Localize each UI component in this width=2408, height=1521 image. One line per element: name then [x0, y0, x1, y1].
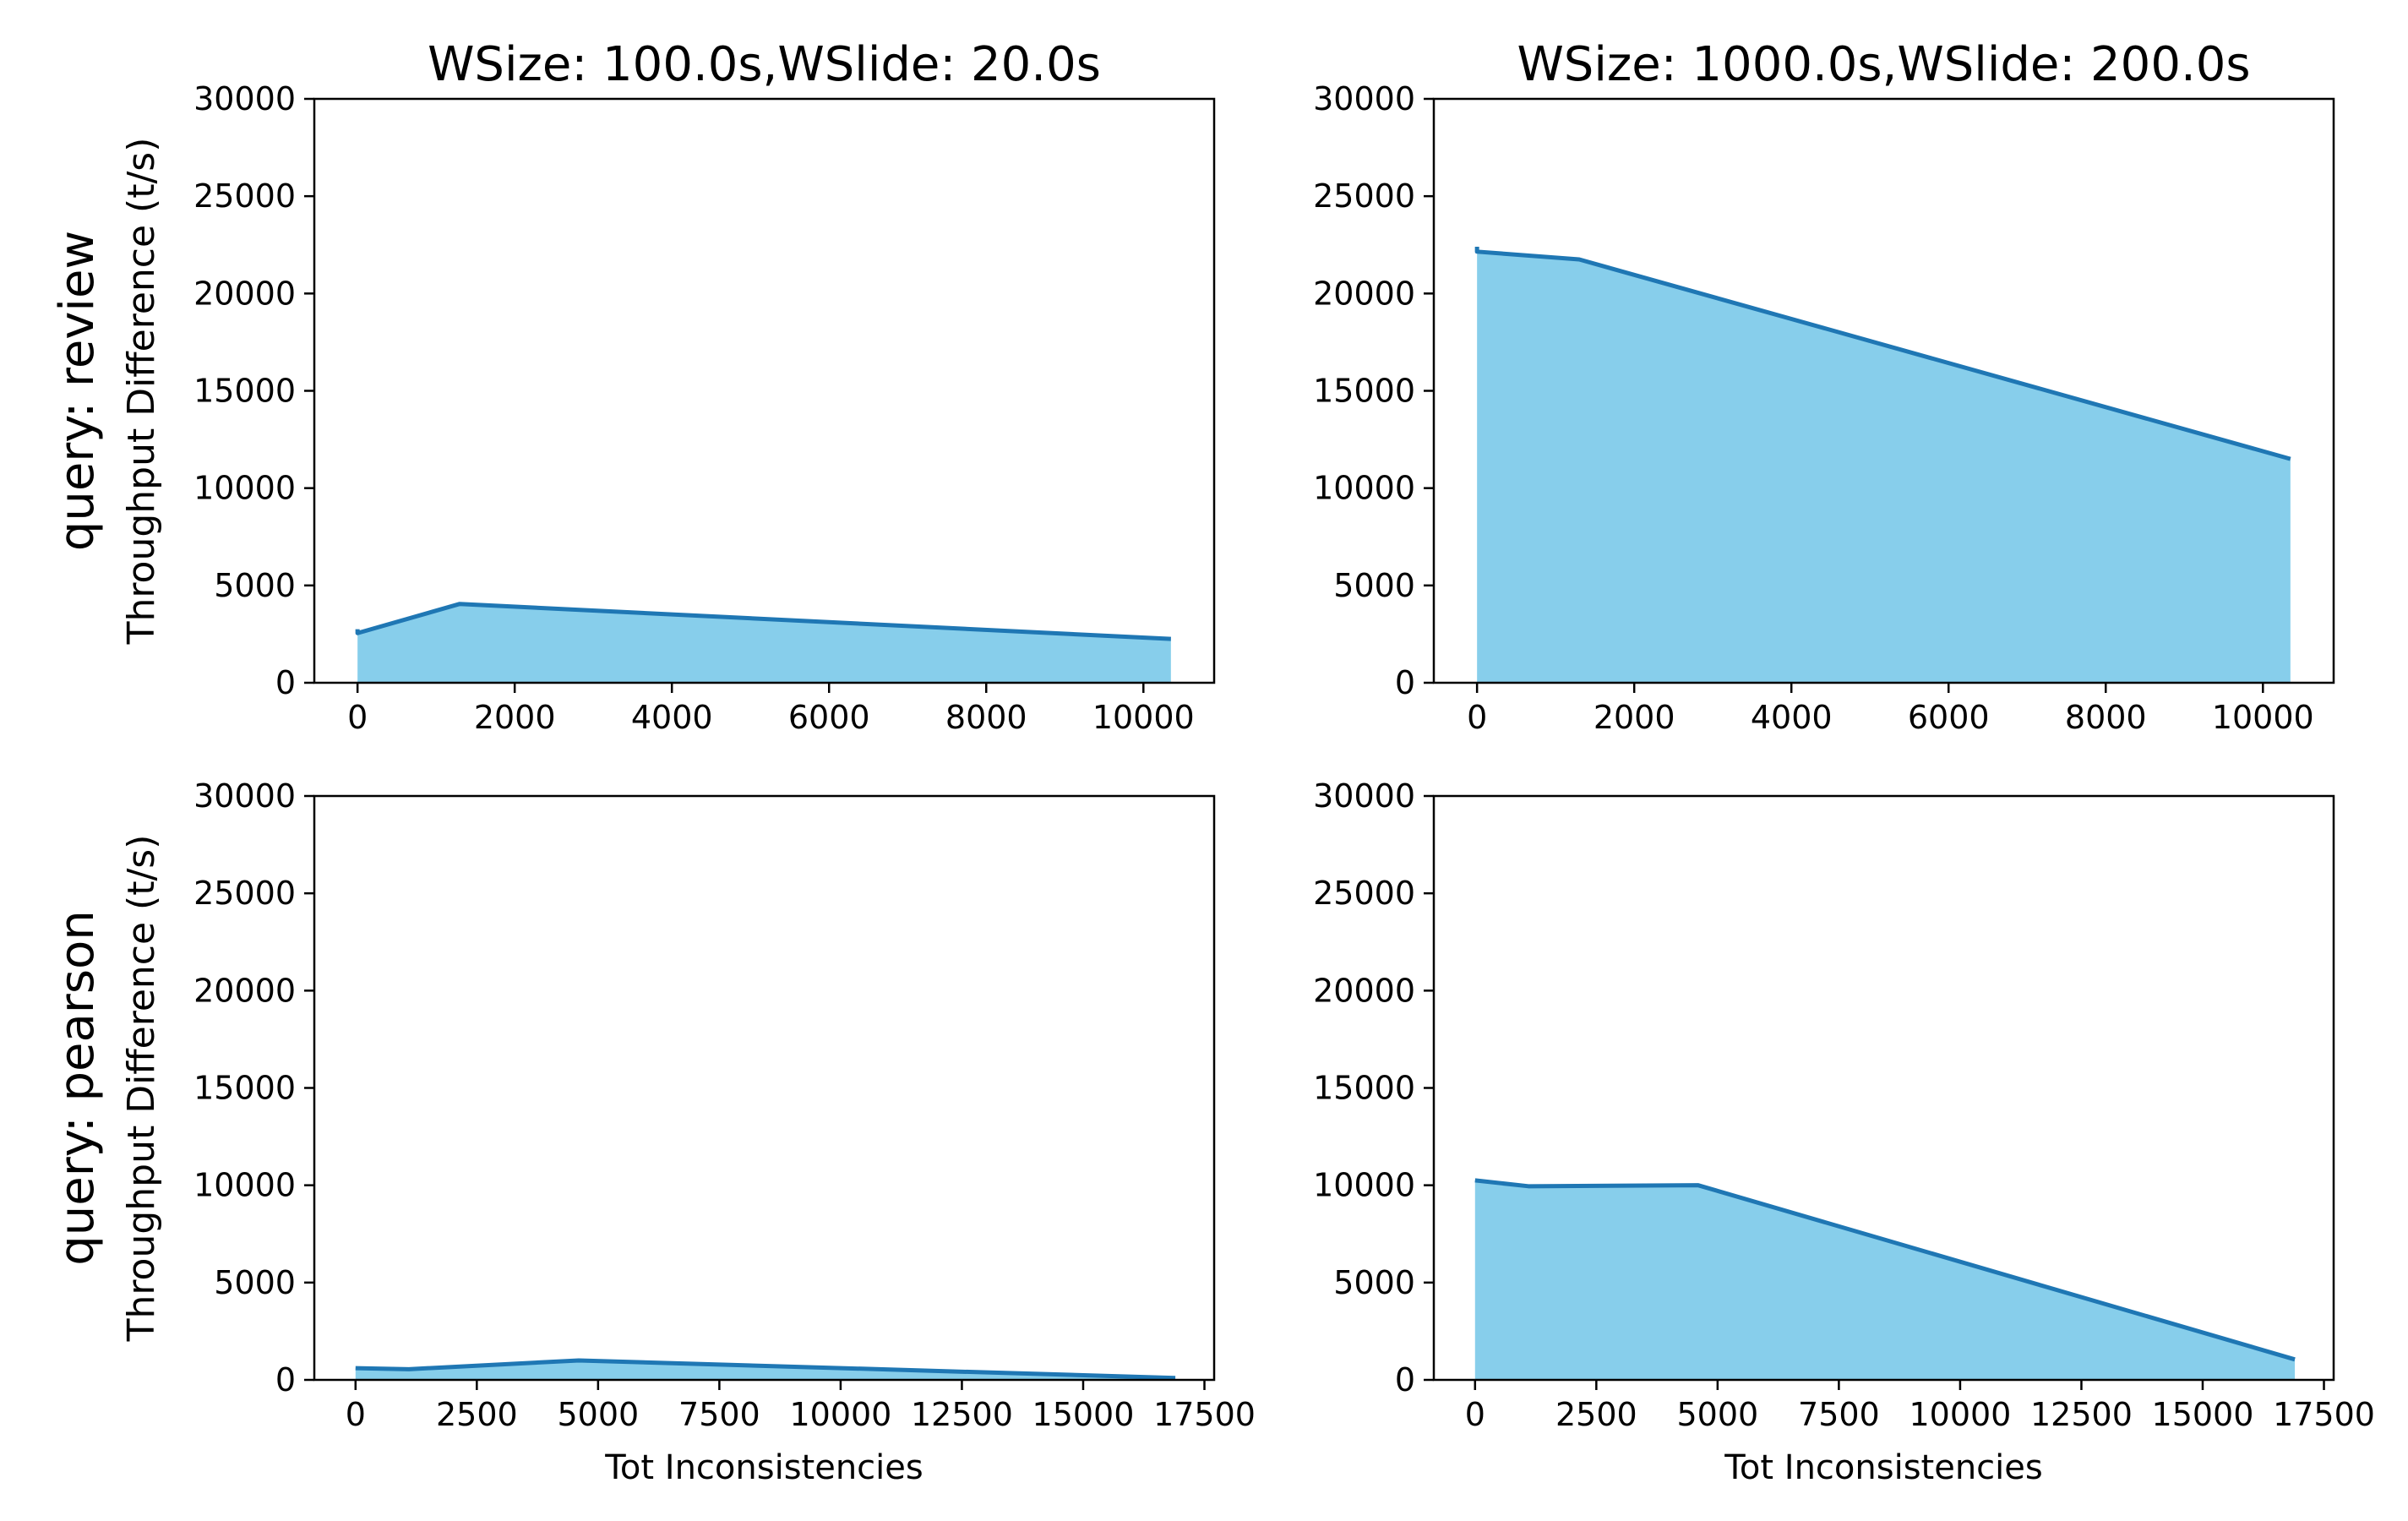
y-tick-label: 30000 — [193, 80, 296, 117]
x-tick-label: 6000 — [1908, 699, 1990, 736]
x-tick-label: 2000 — [474, 699, 556, 736]
y-tick-label: 15000 — [1313, 1070, 1415, 1107]
x-tick-label: 10000 — [789, 1396, 891, 1433]
y-tick-label: 5000 — [1333, 1264, 1415, 1301]
x-tick-label: 15000 — [2152, 1396, 2254, 1433]
area-fill — [355, 1360, 1176, 1380]
subplot-3: 0 5000 10000 15000 20000 25000 30000 0 2500 5000 7… — [50, 777, 1256, 1487]
y-tick-label: 5000 — [214, 1264, 296, 1301]
x-tick-label: 0 — [346, 1396, 366, 1433]
y-tick-label: 20000 — [193, 275, 296, 312]
area-fill — [357, 603, 1171, 683]
x-tick-label: 7500 — [678, 1396, 760, 1433]
y-tick-label: 10000 — [193, 1167, 296, 1204]
x-axis-label: Tot Inconsistencies — [604, 1448, 923, 1487]
x-tick-label: 2500 — [436, 1396, 518, 1433]
y-tick-label: 25000 — [1313, 875, 1415, 912]
x-tick-label: 0 — [1467, 699, 1487, 736]
area-fill — [1474, 1180, 2296, 1380]
x-tick-label: 2500 — [1555, 1396, 1637, 1433]
subplot-1: 0 5000 10000 15000 20000 25000 30000 0 2000 4000 6… — [50, 37, 1216, 736]
y-tick-label: 0 — [1395, 1361, 1415, 1398]
y-axis-label: Throughput Difference (t/s) — [120, 835, 163, 1343]
y-tick-label: 25000 — [193, 875, 296, 912]
y-tick-label: 5000 — [1333, 567, 1415, 604]
x-tick-label: 8000 — [945, 699, 1027, 736]
subplot-4: 0 5000 10000 15000 20000 25000 30000 0 2500 5000 7… — [1313, 777, 2375, 1487]
series-line — [355, 602, 1171, 641]
series-line — [355, 1358, 1176, 1381]
y-tick-label: 25000 — [193, 177, 296, 215]
area-fill — [1477, 247, 2291, 683]
y-tick-label: 10000 — [193, 470, 296, 507]
row-label: query: review — [50, 231, 105, 551]
x-tick-label: 10000 — [1909, 1396, 2011, 1433]
y-tick-label: 15000 — [193, 1070, 296, 1107]
x-tick-label: 0 — [1465, 1396, 1485, 1433]
y-tick-label: 0 — [1395, 664, 1415, 701]
x-tick-label: 7500 — [1798, 1396, 1880, 1433]
y-tick-label: 20000 — [193, 972, 296, 1009]
y-tick-label: 10000 — [1313, 470, 1415, 507]
x-tick-label: 8000 — [2065, 699, 2147, 736]
y-tick-label: 30000 — [1313, 777, 1415, 815]
x-tick-label: 10000 — [1092, 699, 1195, 736]
x-tick-label: 17500 — [2273, 1396, 2375, 1433]
series-line — [1474, 1178, 2296, 1362]
x-tick-label: 10000 — [2212, 699, 2314, 736]
series-line — [1474, 247, 2291, 461]
y-tick-label: 20000 — [1313, 275, 1415, 312]
y-axis-label: Throughput Difference (t/s) — [120, 138, 163, 646]
x-tick-label: 4000 — [1751, 699, 1833, 736]
y-tick-label: 25000 — [1313, 177, 1415, 215]
y-tick-label: 5000 — [214, 567, 296, 604]
x-tick-label: 6000 — [788, 699, 870, 736]
x-tick-label: 12500 — [2030, 1396, 2133, 1433]
x-tick-label: 5000 — [558, 1396, 640, 1433]
x-tick-label: 15000 — [1032, 1396, 1135, 1433]
y-tick-label: 15000 — [193, 373, 296, 410]
x-tick-label: 0 — [347, 699, 368, 736]
x-tick-label: 2000 — [1594, 699, 1675, 736]
y-tick-label: 20000 — [1313, 972, 1415, 1009]
x-tick-label: 4000 — [631, 699, 713, 736]
subplot-title: WSize: 100.0s,WSlide: 20.0s — [428, 37, 1101, 92]
y-tick-label: 30000 — [1313, 80, 1415, 117]
y-tick-label: 10000 — [1313, 1167, 1415, 1204]
row-label: query: pearson — [50, 910, 105, 1266]
x-tick-label: 5000 — [1677, 1396, 1759, 1433]
y-tick-label: 0 — [275, 664, 296, 701]
subplot-2: 0 5000 10000 15000 20000 25000 30000 0 2000 4000 6… — [1313, 37, 2335, 736]
y-tick-label: 15000 — [1313, 373, 1415, 410]
subplot-title: WSize: 1000.0s,WSlide: 200.0s — [1517, 37, 2250, 92]
y-tick-label: 30000 — [193, 777, 296, 815]
x-axis-label: Tot Inconsistencies — [1724, 1448, 2042, 1487]
x-tick-label: 12500 — [911, 1396, 1013, 1433]
y-tick-label: 0 — [275, 1361, 296, 1398]
x-tick-label: 17500 — [1153, 1396, 1256, 1433]
